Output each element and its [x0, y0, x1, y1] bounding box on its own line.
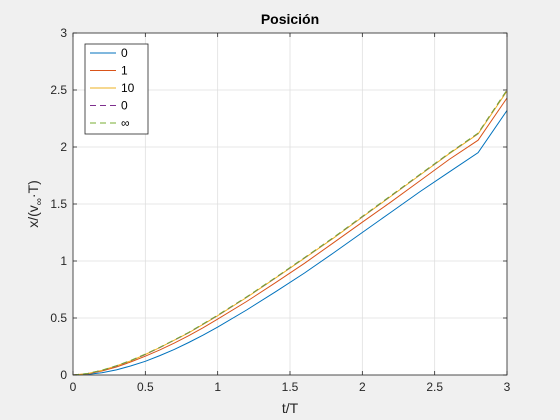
series-line-4	[72, 89, 508, 376]
y-tick-label: 0	[60, 368, 67, 382]
y-tick-label: 0.5	[50, 311, 67, 325]
chart-title: Posición	[261, 11, 319, 27]
series-line-1	[72, 97, 508, 376]
x-tick-label: 2	[359, 380, 366, 394]
legend-box	[84, 43, 149, 135]
legend-label-3: 0	[121, 99, 128, 113]
x-tick-label: 2.5	[426, 380, 443, 394]
x-tick-label: 3	[504, 380, 511, 394]
y-tick-label: 3	[60, 26, 67, 40]
y-axis-label-tail: ·T)	[25, 180, 41, 198]
x-tick-label: 0.5	[137, 380, 154, 394]
series-line-0	[72, 110, 508, 376]
legend: 0 1 10 0 ∞	[84, 43, 149, 135]
legend-label-0: 0	[121, 46, 128, 60]
y-axis-label-sub: ∞	[34, 198, 45, 205]
series-lines	[72, 89, 508, 376]
y-tick-label: 1.5	[50, 197, 67, 211]
y-tick-label: 2	[60, 140, 67, 154]
x-tick-label: 1	[214, 380, 221, 394]
legend-label-1: 1	[121, 64, 128, 78]
y-tick-label: 2.5	[50, 83, 67, 97]
x-tick-label: 1.5	[282, 380, 299, 394]
ticks: 0 0.5 1 1.5 2 2.5 3 0 0.5 1 1.5 2 2.5 3	[50, 26, 510, 394]
y-axis-label-main: x/(v	[25, 205, 41, 228]
y-axis-label: x/(v∞·T)	[25, 180, 45, 228]
x-tick-label: 0	[70, 380, 77, 394]
legend-label-2: 10	[121, 81, 135, 95]
y-tick-label: 1	[60, 254, 67, 268]
legend-label-4: ∞	[121, 116, 130, 130]
x-axis-label: t/T	[282, 400, 299, 416]
